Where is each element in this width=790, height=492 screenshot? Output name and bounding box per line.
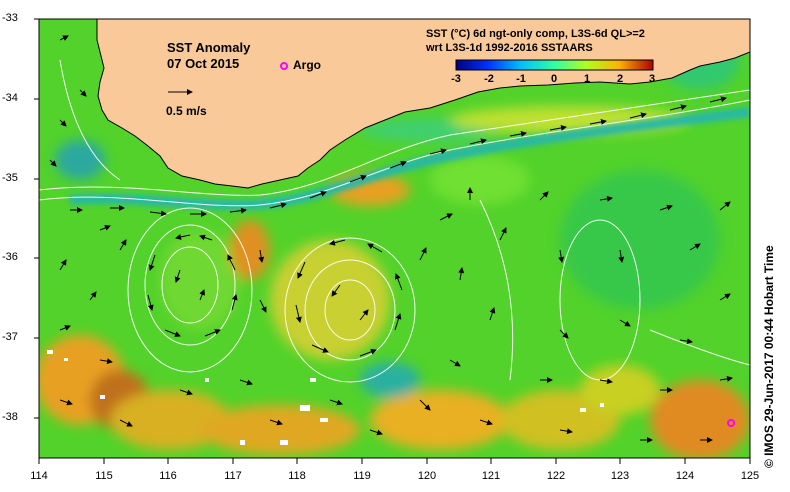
lon-label: 120 [417, 470, 437, 482]
lon-label: 118 [288, 470, 306, 482]
colorbar-label: -3 [451, 73, 461, 85]
scale-label: 0.5 m/s [166, 104, 207, 118]
plot-frame [38, 18, 751, 459]
lon-label: 115 [95, 470, 113, 482]
lon-label: 125 [740, 470, 760, 482]
lon-label: 122 [546, 470, 566, 482]
lon-label: 114 [30, 470, 48, 482]
product-line-2: wrt L3S-1d 1992-2016 SSTAARS [426, 42, 593, 54]
lat-label: -38 [2, 411, 18, 423]
argo-label: Argo [293, 58, 321, 72]
lon-label: 116 [159, 470, 177, 482]
lon-label: 123 [610, 470, 630, 482]
map-date: 07 Oct 2015 [167, 56, 240, 71]
imos-credit: © IMOS 29-Jun-2017 00:44 Hobart Time [762, 245, 776, 468]
colorbar-label: -1 [516, 73, 526, 85]
colorbar-label: 3 [648, 73, 656, 85]
lon-label: 121 [481, 470, 501, 482]
lat-label: -37 [2, 331, 18, 343]
lon-label: 124 [675, 470, 695, 482]
lat-label: -36 [2, 251, 18, 263]
argo-legend-icon [280, 62, 288, 70]
colorbar [455, 59, 654, 71]
lat-label: -35 [2, 172, 18, 184]
sst-field [39, 19, 750, 458]
colorbar-label: 2 [616, 73, 624, 85]
lon-label: 117 [224, 470, 242, 482]
axis-ticks [34, 18, 751, 464]
lon-label: 119 [353, 470, 371, 482]
map-title: SST Anomaly [167, 40, 251, 55]
product-line-1: SST (°C) 6d ngt-only comp, L3S-6d QL>=2 [426, 28, 645, 40]
lat-label: -33 [2, 12, 18, 24]
colorbar-label: 0 [550, 73, 558, 85]
current-vectors [49, 35, 733, 443]
lat-label: -34 [2, 92, 18, 104]
colorbar-label: 1 [583, 73, 591, 85]
colorbar-label: -2 [484, 73, 494, 85]
argo-float-marker[interactable] [727, 419, 735, 427]
